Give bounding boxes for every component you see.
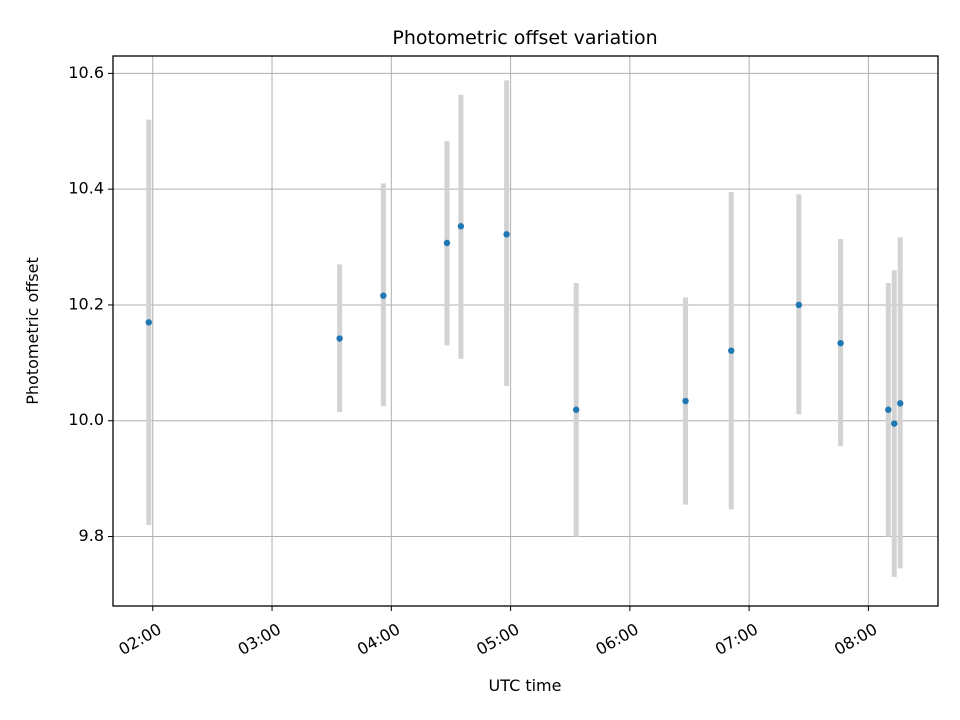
data-point	[728, 347, 735, 354]
data-point	[572, 406, 580, 413]
data-point	[795, 301, 803, 309]
y-axis-label: Photometric offset	[23, 257, 42, 405]
data-point	[897, 400, 904, 407]
data-point	[336, 335, 343, 342]
y-axis-ticks: 9.8 10.0 10.2 10.4 10.6	[68, 63, 113, 545]
data-point	[145, 319, 152, 326]
data-point	[885, 406, 892, 413]
y-tick-label: 10.0	[68, 410, 104, 429]
y-tick-label: 9.8	[79, 526, 104, 545]
data-point	[457, 223, 465, 230]
data-point	[380, 292, 387, 299]
y-tick-label: 10.2	[68, 294, 104, 313]
data-point	[837, 339, 844, 347]
y-tick-label: 10.6	[68, 63, 104, 82]
data-point	[682, 397, 689, 405]
data-point	[503, 231, 510, 238]
plot-frame	[112, 55, 939, 607]
data-points	[145, 223, 904, 427]
data-point	[443, 239, 451, 247]
chart-title: Photometric offset variation	[392, 27, 657, 49]
x-axis-label: UTC time	[489, 676, 562, 695]
y-tick-label: 10.4	[68, 179, 104, 198]
data-point	[891, 420, 898, 427]
